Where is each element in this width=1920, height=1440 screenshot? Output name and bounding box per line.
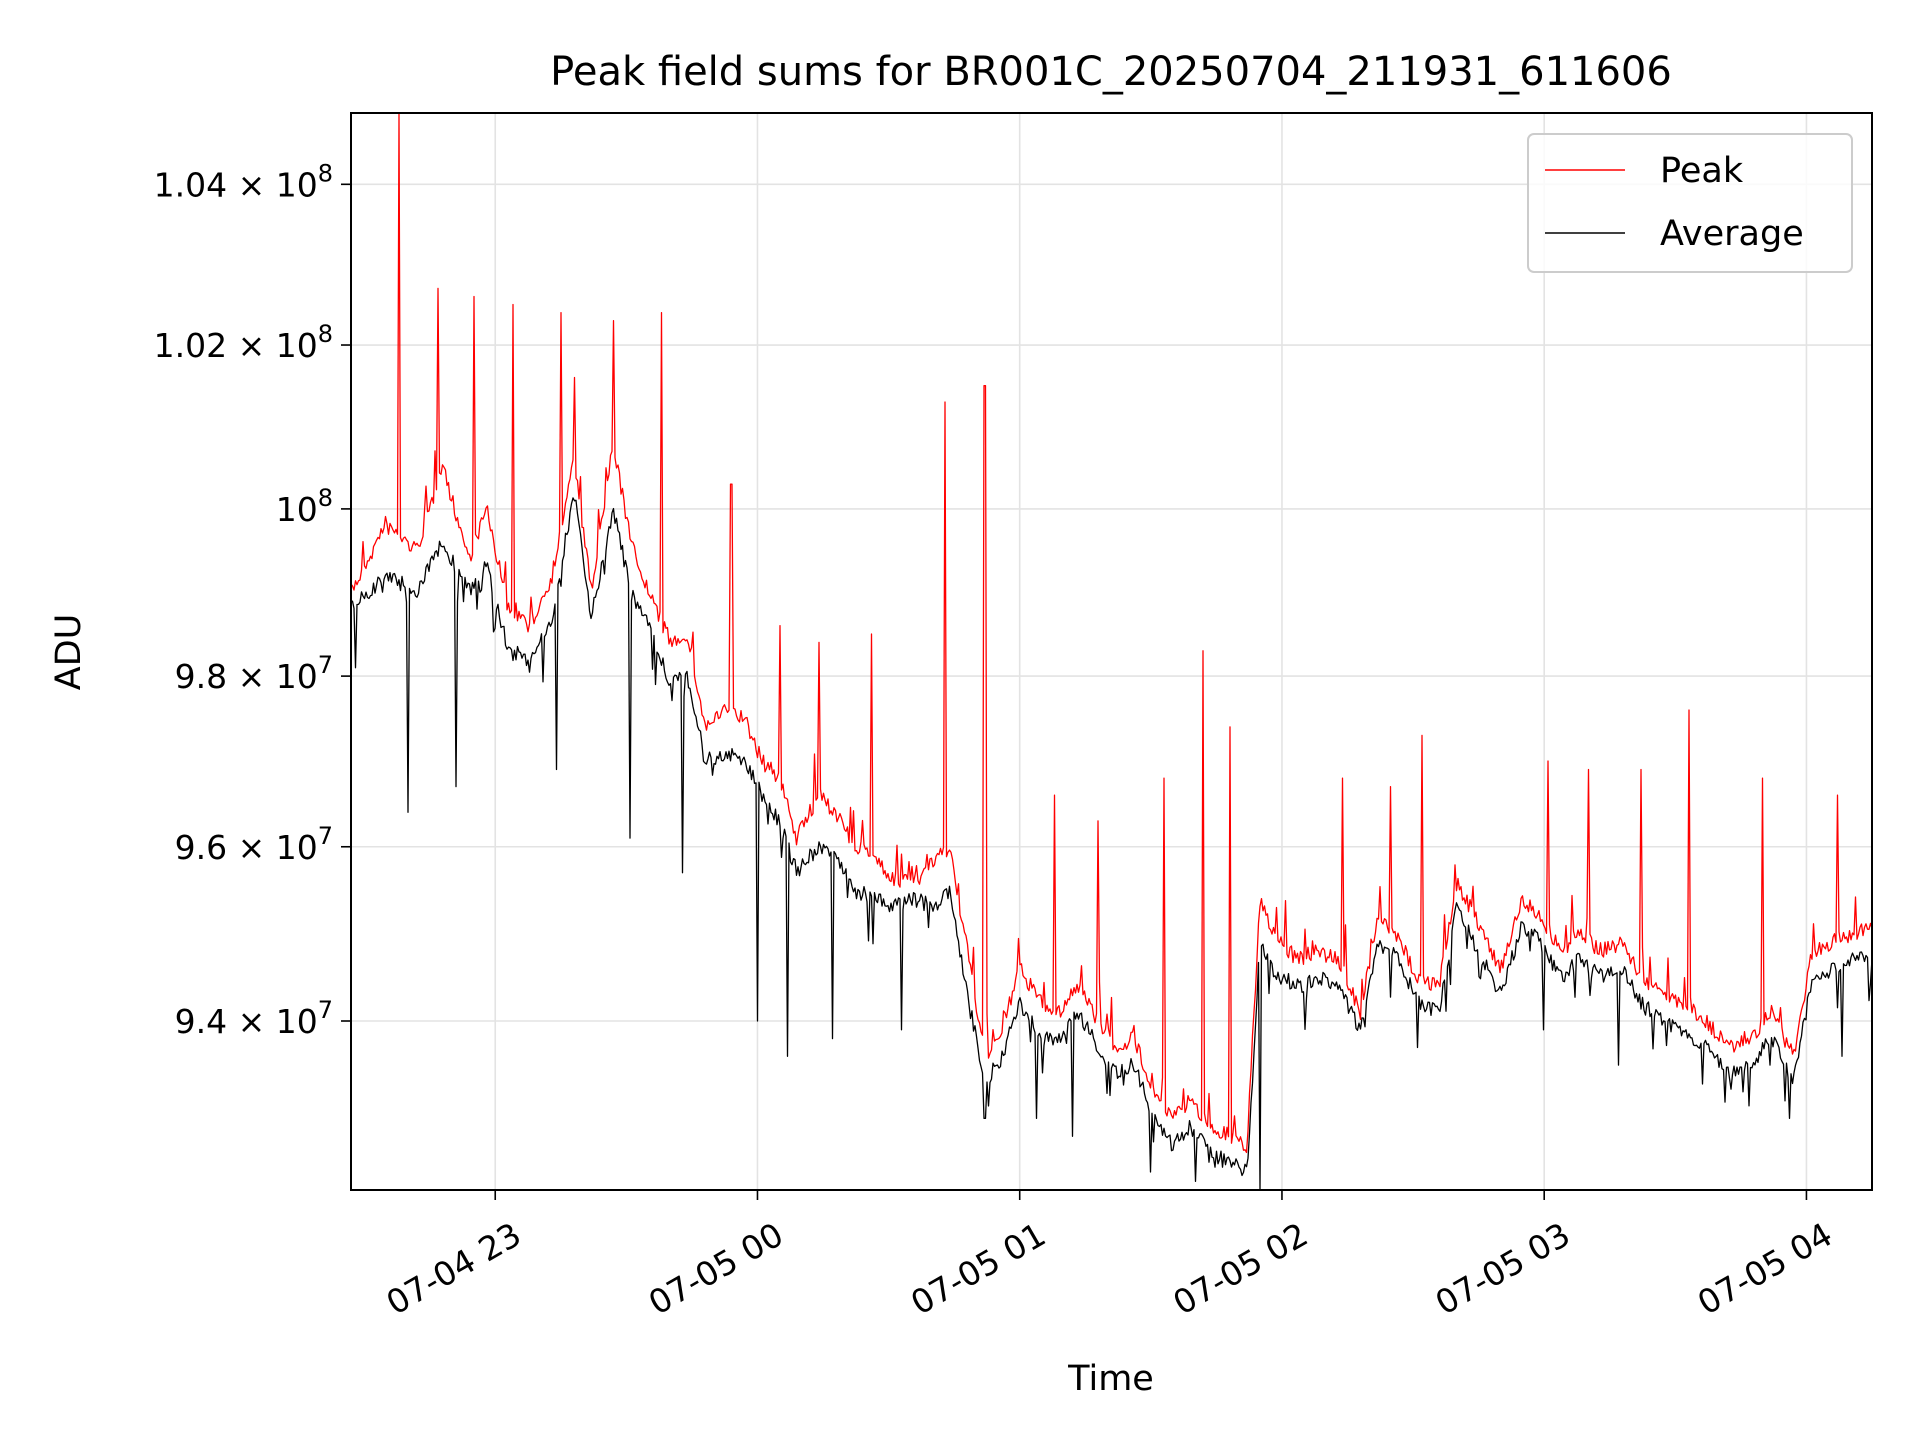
plot-frame [350,112,1873,1191]
y-tick-exponent: 7 [318,822,333,850]
y-tick-exponent: 7 [318,996,333,1024]
chart-title: Peak field sums for BR001C_20250704_2119… [550,49,1672,95]
y-tick-label: 9.6 × 107 [175,822,333,867]
y-tick-mantissa: 1.02 × 10 [154,326,318,365]
plot-series [350,112,1873,1191]
y-tick-label: 1.02 × 108 [154,320,333,365]
y-tick-mantissa: 9.8 × 10 [175,657,318,696]
y-tick-label: 9.8 × 107 [175,651,333,696]
y-tick-exponent: 8 [318,484,333,512]
legend-label-peak: Peak [1660,151,1744,191]
y-tick-label: 1.04 × 108 [154,159,333,204]
series-line-average [350,497,1873,1191]
legend-box [1527,133,1853,273]
y-tick-mantissa: 9.4 × 10 [175,1002,318,1041]
y-axis-label: ADU [49,614,89,691]
y-tick-exponent: 7 [318,651,333,679]
y-tick-mantissa: 1.04 × 10 [154,165,318,204]
y-tick-mantissa: 9.6 × 10 [175,828,318,867]
legend-label-average: Average [1660,214,1804,254]
y-tick-exponent: 8 [318,320,333,348]
y-tick-exponent: 8 [318,159,333,187]
series-line-peak [350,112,1873,1154]
grid [351,113,1872,1190]
y-tick-label: 108 [276,484,333,529]
legend: Peak Average [1527,133,1853,273]
y-tick-label: 9.4 × 107 [175,996,333,1041]
x-axis-label: Time [1067,1359,1154,1399]
y-tick-mantissa: 10 [276,490,318,529]
